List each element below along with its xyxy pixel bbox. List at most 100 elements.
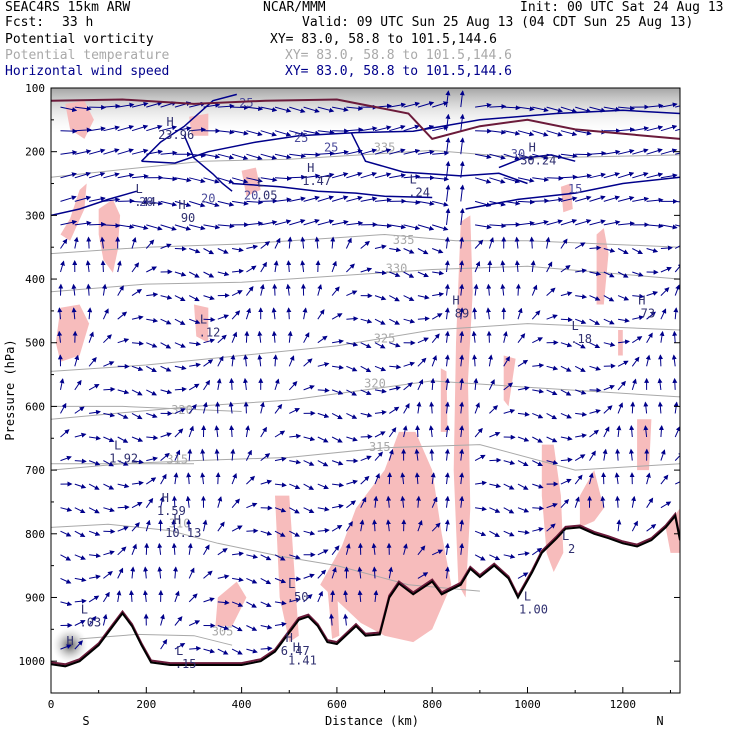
wind-arrow-55 [217,129,235,135]
wind-arrow-240 [346,220,364,226]
wind-arrow-329 [360,267,373,273]
wind-arrow-625 [188,425,194,438]
wind-arrow-298 [545,236,551,249]
wind-arrow-590 [317,412,330,419]
wind-arrow-416 [346,316,359,322]
wind-arrow-718 [260,479,273,485]
wind-arrow-135 [103,172,120,179]
wind-arrow-294 [488,237,494,249]
wind-arrow-546 [317,387,330,393]
wind-arrow-836 [157,542,163,555]
wind-arrow-655 [616,425,622,438]
wind-arrow-486 [88,357,97,367]
wind-arrow-0 [60,106,78,113]
wind-arrow-884 [357,566,363,579]
wind-arrow-824 [532,527,544,532]
wind-arrow-318 [203,271,215,278]
wind-arrow-556 [459,377,465,390]
wind-arrow-618 [89,435,101,441]
wind-arrow-117 [475,153,492,160]
wind-arrow-185 [189,200,206,208]
wind-arrow-838 [187,542,193,555]
wind-arrow-827 [631,520,638,532]
wind-arrow-116 [459,137,465,155]
wind-arrow-242 [374,223,392,229]
wind-arrow-756 [172,495,178,508]
pv-mark-8: H [162,491,169,505]
wind-arrow-693 [532,460,543,466]
wind-arrow-414 [317,309,325,320]
wind-arrow-41 [646,103,664,109]
wind-arrow-910 [343,590,349,602]
wind-arrow-236 [289,219,306,226]
wind-arrow-615 [673,401,679,414]
wind-arrow-446 [146,342,158,348]
wind-arrow-230 [203,224,221,230]
wind-arrow-689 [474,454,486,462]
wind-arrow-700 [628,448,634,461]
wind-arrow-699 [615,448,621,461]
wind-arrow-678 [317,460,329,467]
wind-arrow-391 [617,295,630,301]
wind-arrow-553 [417,378,424,391]
wind-arrow-226 [146,224,163,231]
wind-arrow-293 [474,239,484,249]
wind-arrow-717 [246,475,256,485]
wind-arrow-894 [116,590,122,602]
wind-arrow-344 [575,268,587,274]
field-xy-theta: XY= 83.0, 58.8 to 101.5,144.6 [285,48,512,63]
wind-arrow-792 [74,530,86,537]
wind-arrow-691 [503,460,516,465]
wind-arrow-661 [74,458,87,464]
wind-arrow-428 [517,307,523,320]
wind-arrow-629 [245,425,251,438]
wind-arrow-905 [274,600,287,606]
wind-arrow-288 [403,248,415,254]
wind-arrow-886 [388,566,394,579]
wind-arrow-848 [331,545,340,556]
wind-arrow-660 [60,455,72,462]
wind-arrow-216 [632,196,650,202]
wind-arrow-739 [560,478,572,485]
wind-arrow-859 [489,554,501,561]
wind-arrow-357 [131,289,143,297]
wind-arrow-289 [417,248,429,255]
pv-mark-4: L [200,313,207,327]
pv-mark-9: H [174,513,181,527]
wind-arrow-79 [560,130,578,137]
wind-arrow-911 [357,590,363,602]
wind-arrow-168 [575,173,592,179]
wind-arrow-5 [131,101,149,108]
y-tick-label-400: 400 [25,273,45,286]
wind-arrow-424 [459,307,465,320]
wind-arrow-752 [117,504,130,510]
wind-arrow-123 [560,153,578,159]
wind-arrow-725 [360,475,370,485]
wind-arrow-302 [603,247,616,253]
wind-arrow-381 [473,283,479,296]
wind-arrow-642 [428,425,434,438]
wind-arrow-764 [289,507,300,514]
wind-arrow-152 [346,171,363,179]
wind-arrow-177 [74,195,92,202]
wind-arrow-929 [60,644,72,650]
wind-arrow-682 [374,451,383,461]
wind-arrow-507 [389,364,402,370]
x-axis-title: Distance (km) [325,714,419,728]
wind-arrow-383 [500,283,506,296]
wind-arrow-808 [303,530,316,536]
wind-arrow-508 [403,361,416,367]
wind-arrow-320 [232,268,244,274]
wind-arrow-537 [188,383,200,391]
wind-arrow-888 [444,566,450,579]
wind-arrow-197 [360,196,378,202]
wind-arrow-353 [71,283,77,296]
wind-arrow-186 [203,200,220,208]
wind-arrow-601 [474,402,480,414]
wind-arrow-790 [660,501,672,509]
wind-arrow-737 [532,483,544,489]
wind-arrow-255 [560,218,578,226]
wind-arrow-842 [246,554,259,559]
wind-arrow-212 [575,195,592,202]
wind-arrow-736 [517,483,529,490]
